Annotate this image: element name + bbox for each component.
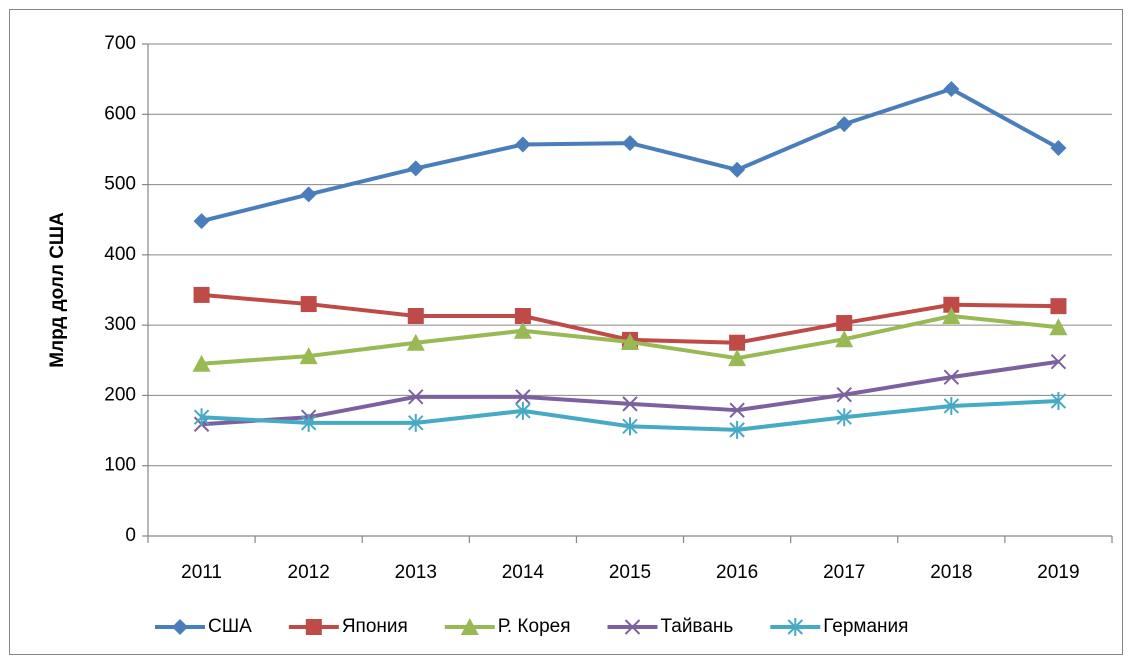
data-point: [1050, 298, 1067, 315]
y-tick-label: 600: [104, 103, 136, 124]
legend-marker: [305, 619, 322, 635]
x-tick-label: 2014: [502, 562, 545, 583]
data-point: [729, 420, 745, 439]
x-tick-label: 2016: [716, 562, 758, 583]
legend-label: США: [208, 616, 252, 637]
y-tick-label: 400: [104, 244, 136, 265]
data-point: [408, 389, 424, 405]
y-tick-label: 700: [104, 33, 136, 54]
data-point: [299, 347, 318, 365]
data-point: [407, 308, 424, 325]
legend-label: Тайвань: [661, 616, 734, 637]
data-point: [300, 186, 317, 203]
legend-label: Япония: [342, 616, 408, 637]
data-point: [942, 307, 961, 325]
data-point: [515, 401, 531, 420]
data-point: [621, 333, 639, 351]
data-point: [943, 80, 960, 97]
data-point: [836, 116, 853, 133]
legend-marker: [787, 618, 803, 636]
legend-label: Р. Корея: [498, 616, 571, 637]
data-point: [943, 396, 960, 415]
data-point: [836, 387, 852, 403]
y-tick-label: 0: [125, 525, 136, 546]
data-point: [300, 413, 317, 432]
x-tick-label: 2011: [181, 562, 222, 583]
data-point: [406, 333, 425, 351]
y-tick-label: 200: [104, 384, 136, 405]
data-point: [622, 135, 638, 152]
x-tick-label: 2017: [823, 562, 865, 583]
data-point: [514, 136, 531, 153]
data-point: [407, 160, 424, 177]
legend-label: Германия: [823, 616, 908, 637]
data-point: [515, 389, 531, 405]
data-point: [836, 315, 853, 332]
data-point: [943, 296, 960, 313]
data-point: [192, 354, 211, 372]
y-tick-label: 300: [104, 314, 136, 335]
data-point: [193, 213, 210, 230]
x-tick-label: 2013: [395, 562, 437, 583]
data-point: [835, 330, 854, 348]
data-point: [729, 334, 746, 351]
data-point: [836, 408, 852, 427]
legend-marker: [460, 618, 479, 635]
data-point: [1050, 353, 1067, 370]
y-axis-label: Млрд долл США: [47, 212, 68, 368]
chart-frame: [9, 9, 1123, 655]
data-point: [622, 417, 638, 436]
y-tick-label: 100: [104, 455, 136, 476]
x-tick-label: 2018: [930, 562, 972, 583]
data-point: [513, 321, 532, 339]
x-tick-label: 2019: [1037, 562, 1079, 583]
y-tick-label: 500: [104, 174, 136, 195]
data-point: [193, 286, 210, 303]
legend-marker: [624, 619, 641, 635]
data-point: [729, 402, 745, 418]
data-point: [1049, 318, 1068, 336]
data-point: [943, 369, 960, 385]
data-point: [1050, 392, 1067, 411]
data-point: [300, 296, 317, 313]
x-tick-label: 2012: [288, 562, 330, 583]
data-point: [514, 308, 531, 325]
data-point: [408, 413, 424, 432]
data-point: [1050, 140, 1067, 157]
data-point: [622, 396, 638, 412]
x-tick-label: 2015: [609, 562, 651, 583]
data-point: [193, 408, 210, 427]
data-point: [729, 161, 746, 178]
legend-marker: [172, 619, 188, 635]
data-point: [728, 349, 747, 367]
